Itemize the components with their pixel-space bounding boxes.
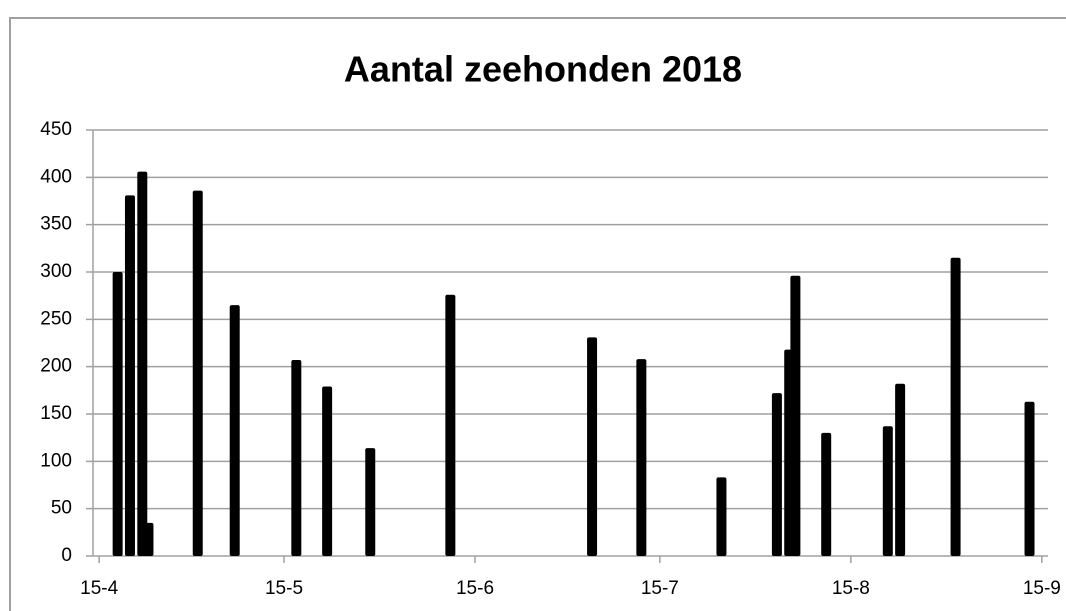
bar — [771, 393, 782, 556]
bar — [124, 195, 135, 556]
y-tick-label: 300 — [40, 261, 72, 282]
bar — [1024, 401, 1035, 556]
bar — [143, 522, 154, 556]
bar — [365, 448, 376, 556]
y-tick-label: 50 — [51, 498, 72, 519]
x-tick-label: 15-9 — [1023, 578, 1061, 599]
y-tick-label: 0 — [61, 545, 72, 566]
y-tick-label: 450 — [40, 119, 72, 140]
bar — [882, 426, 893, 556]
bar — [821, 432, 832, 556]
bar — [112, 272, 123, 556]
x-tick-label: 15-7 — [641, 578, 679, 599]
bar — [229, 305, 240, 556]
bar — [716, 477, 727, 556]
y-tick-label: 100 — [40, 450, 72, 471]
x-tick-label: 15-5 — [265, 578, 303, 599]
y-tick-label: 250 — [40, 308, 72, 329]
bar — [636, 359, 647, 556]
bar — [322, 386, 333, 556]
bar — [587, 337, 598, 556]
chart-frame — [9, 17, 1066, 611]
bar — [137, 171, 148, 557]
y-tick-label: 150 — [40, 403, 72, 424]
y-tick-label: 350 — [40, 214, 72, 235]
bar — [445, 294, 456, 556]
bar — [192, 190, 203, 556]
x-tick-label: 15-8 — [832, 578, 870, 599]
bar — [895, 383, 906, 556]
bar — [950, 257, 961, 556]
chart-title: Aantal zeehonden 2018 — [344, 49, 742, 90]
x-tick-label: 15-4 — [80, 578, 118, 599]
bar — [790, 275, 801, 556]
y-tick-label: 400 — [40, 166, 72, 187]
bar — [291, 360, 302, 556]
y-tick-label: 200 — [40, 356, 72, 377]
x-tick-label: 15-6 — [456, 578, 494, 599]
